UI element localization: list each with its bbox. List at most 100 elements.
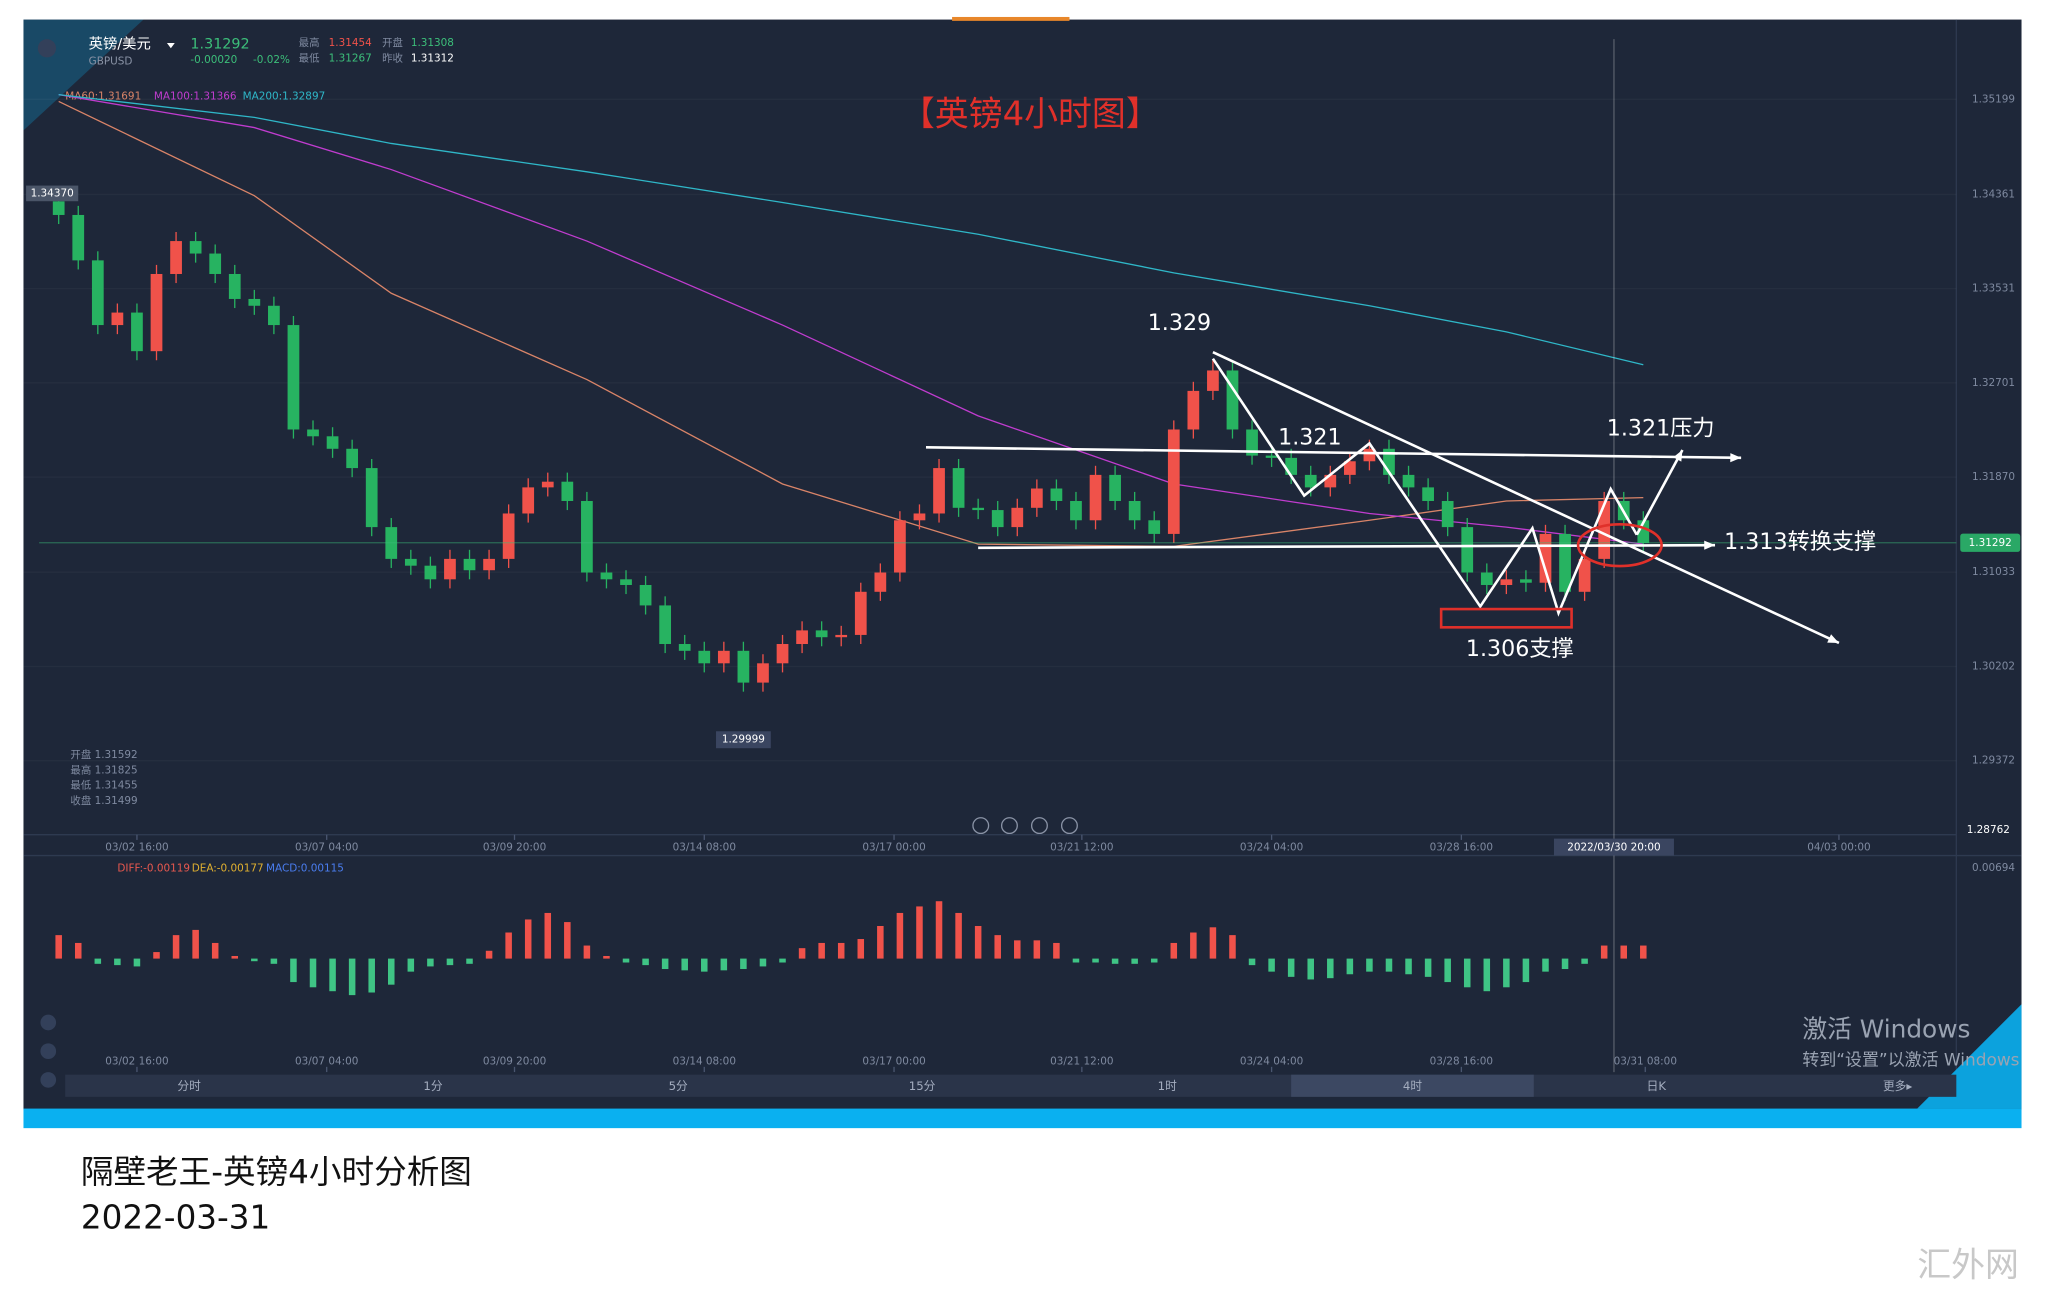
info-line: 最低 1.31455 bbox=[70, 779, 137, 792]
annotation: 1.306支撑 bbox=[1466, 636, 1574, 662]
toolbar-item[interactable]: 1时 bbox=[1158, 1079, 1177, 1093]
macd-bar bbox=[701, 958, 708, 972]
macd-bar bbox=[720, 958, 728, 971]
toolbar-item[interactable]: 4时 bbox=[1403, 1079, 1422, 1093]
macd-bar bbox=[153, 952, 160, 959]
arrow-head bbox=[1704, 540, 1716, 550]
macd-bar bbox=[759, 958, 767, 967]
tool-icon[interactable] bbox=[40, 1043, 57, 1060]
toolbar-item[interactable]: 日K bbox=[1647, 1079, 1667, 1093]
macd-bar bbox=[329, 958, 336, 992]
candle-body bbox=[639, 584, 652, 606]
candle-body bbox=[1226, 370, 1239, 430]
candle-body bbox=[1461, 527, 1474, 573]
macd-bar bbox=[348, 958, 356, 996]
macd-bar bbox=[1268, 958, 1275, 972]
stat-value: 1.31454 bbox=[329, 37, 372, 49]
price: 1.31292 bbox=[190, 36, 249, 52]
toolbar-item[interactable]: 更多▸ bbox=[1883, 1079, 1912, 1093]
candle-body bbox=[1539, 533, 1552, 583]
candle-body bbox=[1578, 558, 1591, 592]
x-tick-label: 03/17 00:00 bbox=[862, 1056, 925, 1068]
toolbar-item[interactable]: 5分 bbox=[669, 1079, 688, 1093]
high-tag bbox=[26, 185, 79, 202]
candle-body bbox=[757, 663, 769, 683]
candle-body bbox=[1402, 474, 1415, 488]
candle-body bbox=[1422, 487, 1434, 501]
toolbar-item[interactable]: 15分 bbox=[909, 1079, 936, 1093]
macd-bar bbox=[1287, 958, 1295, 977]
macd-bar bbox=[1190, 932, 1197, 959]
tool-icon[interactable] bbox=[40, 1014, 57, 1031]
info-line: 收盘 1.31499 bbox=[70, 794, 137, 807]
toolbar-item[interactable]: 分时 bbox=[177, 1079, 201, 1093]
y-tick-label: 1.33531 bbox=[1972, 283, 2015, 295]
macd-bar bbox=[1170, 942, 1178, 959]
macd-bar bbox=[1366, 958, 1373, 972]
candle-body bbox=[385, 527, 398, 559]
support-box bbox=[1439, 607, 1573, 629]
x-tick-label: 03/28 16:00 bbox=[1430, 1056, 1493, 1068]
candle-body bbox=[561, 481, 574, 501]
macd-bar bbox=[1463, 958, 1471, 988]
dropdown-caret[interactable] bbox=[166, 43, 175, 49]
candle-body bbox=[72, 214, 85, 261]
legend-entry: DIFF:-0.00119 bbox=[117, 863, 190, 875]
toolbar-active bbox=[1291, 1074, 1534, 1097]
candle-body bbox=[502, 513, 515, 559]
macd-bar bbox=[368, 958, 375, 993]
macd-bar bbox=[818, 942, 825, 959]
tool-icon[interactable] bbox=[40, 1072, 57, 1088]
analysis-line bbox=[1635, 449, 1684, 536]
arrow-head bbox=[1730, 453, 1742, 463]
macd-bar bbox=[211, 942, 219, 959]
macd-bar bbox=[1522, 958, 1530, 983]
candle-body bbox=[1304, 474, 1317, 488]
candle-body bbox=[913, 513, 926, 521]
candle-body bbox=[326, 436, 339, 449]
candle-body bbox=[1598, 500, 1611, 559]
top-tab bbox=[952, 16, 1070, 21]
x-tick-label: 03/21 12:00 bbox=[1050, 1056, 1113, 1068]
nav-start[interactable] bbox=[1000, 817, 1018, 835]
stat-label: 最低 bbox=[299, 52, 320, 65]
ma-line bbox=[58, 100, 1644, 548]
macd-bar bbox=[974, 925, 982, 959]
macd-bar bbox=[172, 935, 180, 959]
macd-bar bbox=[622, 958, 630, 963]
macd-bar bbox=[192, 929, 199, 959]
macd-bar bbox=[270, 958, 278, 964]
code: GBPUSD bbox=[89, 55, 133, 67]
candle-body bbox=[346, 448, 359, 469]
symbol[interactable]: 英镑/美元 bbox=[89, 34, 151, 52]
change-pct: -0.02% bbox=[253, 54, 290, 66]
macd-bar bbox=[251, 958, 258, 962]
ma-line bbox=[58, 94, 1644, 366]
macd-bar bbox=[1209, 927, 1217, 959]
candle-body bbox=[483, 558, 495, 571]
candle-body bbox=[659, 605, 672, 645]
pivot-circle bbox=[1576, 522, 1663, 568]
zoom-in[interactable] bbox=[1060, 817, 1078, 835]
candle-body bbox=[1520, 579, 1532, 583]
y-tick-label: 1.29372 bbox=[1972, 755, 2015, 767]
candle-body bbox=[1559, 533, 1571, 592]
candle-body bbox=[463, 558, 476, 571]
zoom-out[interactable] bbox=[972, 817, 990, 835]
candle-body bbox=[131, 312, 143, 352]
nav-end[interactable] bbox=[1030, 817, 1048, 835]
toolbar-item[interactable]: 1分 bbox=[423, 1079, 442, 1093]
chart-background bbox=[23, 19, 2022, 1110]
close-icon[interactable] bbox=[37, 39, 57, 58]
macd-bar bbox=[603, 955, 610, 959]
stat-label: 昨收 bbox=[382, 52, 403, 65]
blue-bar bbox=[23, 1108, 2022, 1129]
candle-body bbox=[1167, 429, 1180, 534]
candle-body bbox=[541, 481, 554, 488]
macd-bar bbox=[1033, 940, 1041, 959]
low-tag bbox=[716, 731, 771, 749]
candle-body bbox=[698, 650, 711, 664]
macd-bar bbox=[877, 925, 884, 959]
candle-body bbox=[1246, 429, 1258, 456]
